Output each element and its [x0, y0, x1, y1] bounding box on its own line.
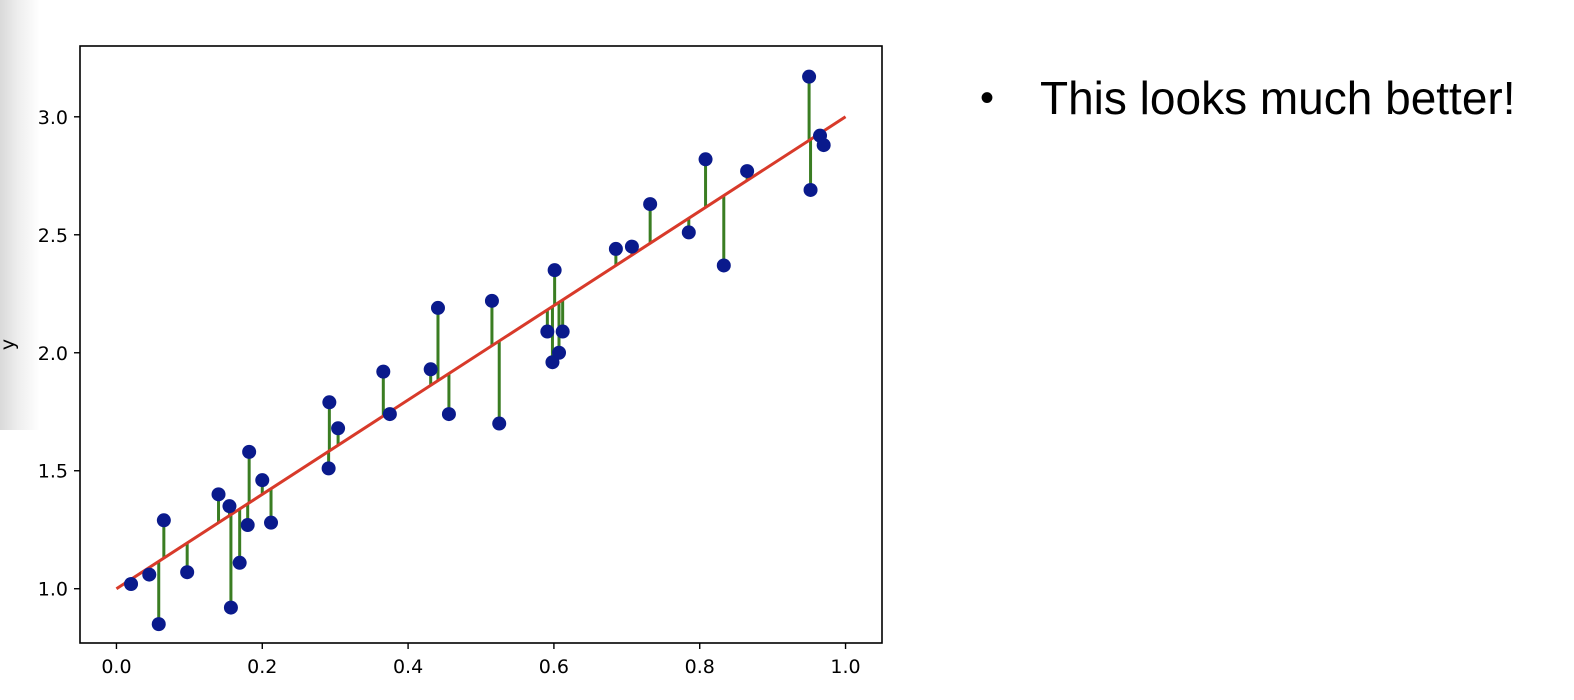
- y-tick-label: 2.0: [38, 343, 68, 365]
- data-point: [547, 263, 562, 278]
- data-point: [423, 362, 438, 377]
- data-point: [681, 225, 696, 240]
- data-point: [698, 152, 713, 167]
- data-point: [223, 600, 238, 615]
- plot-frame: [79, 45, 883, 644]
- data-point: [803, 182, 818, 197]
- data-point: [430, 300, 445, 315]
- data-point: [624, 239, 639, 254]
- data-point: [441, 407, 456, 422]
- data-point: [492, 416, 507, 431]
- data-point: [643, 197, 658, 212]
- data-point: [382, 407, 397, 422]
- data-point: [321, 461, 336, 476]
- y-tick-label: 1.0: [38, 579, 68, 601]
- data-point: [552, 345, 567, 360]
- y-tick-label: 2.5: [38, 225, 68, 247]
- regression-line: [115, 115, 847, 590]
- data-point: [222, 499, 237, 514]
- data-point: [555, 324, 570, 339]
- data-point: [156, 513, 171, 528]
- axis-ticks: 0.0 0.2 0.4 0.6 0.8 1.0 1.0 1.5 2.0 2.5 3.0: [38, 107, 861, 678]
- data-point: [232, 555, 247, 570]
- x-axis-label: x: [475, 695, 486, 700]
- data-point: [484, 293, 499, 308]
- slide-edge-shadow: [0, 0, 40, 430]
- data-point: [816, 138, 831, 153]
- residual-lines: [129, 76, 826, 625]
- data-point: [211, 487, 226, 502]
- data-point: [608, 241, 623, 256]
- data-point: [180, 565, 195, 580]
- slide-bullet-list: • This looks much better!: [980, 68, 1516, 128]
- data-point: [242, 444, 257, 459]
- data-point: [264, 515, 279, 530]
- data-point: [322, 395, 337, 410]
- data-point: [255, 473, 270, 488]
- y-tick-label: 1.5: [38, 461, 68, 483]
- data-point: [124, 577, 139, 592]
- scatter-plot: 0.0 0.2 0.4 0.6 0.8 1.0 1.0 1.5 2.0 2.5 3.0 x y: [0, 45, 883, 700]
- x-tick-label: 0.0: [101, 656, 131, 678]
- y-tick-label: 3.0: [38, 107, 68, 129]
- bullet-dot-icon: •: [980, 76, 995, 120]
- data-point: [142, 567, 157, 582]
- y-axis-label: y: [0, 339, 19, 350]
- data-point: [240, 518, 255, 533]
- fit-line: [115, 115, 847, 590]
- data-point: [540, 324, 555, 339]
- data-point: [331, 421, 346, 436]
- data-point: [376, 364, 391, 379]
- data-point: [716, 258, 731, 273]
- x-tick-label: 0.8: [685, 656, 715, 678]
- x-tick-label: 0.2: [247, 656, 277, 678]
- data-point: [151, 617, 166, 632]
- data-point: [802, 69, 817, 84]
- data-points: [124, 69, 831, 632]
- x-tick-label: 1.0: [830, 656, 860, 678]
- bullet-item: • This looks much better!: [980, 68, 1516, 128]
- bullet-text: This looks much better!: [1040, 72, 1516, 124]
- x-tick-label: 0.4: [393, 656, 423, 678]
- data-point: [740, 164, 755, 179]
- x-tick-label: 0.6: [539, 656, 569, 678]
